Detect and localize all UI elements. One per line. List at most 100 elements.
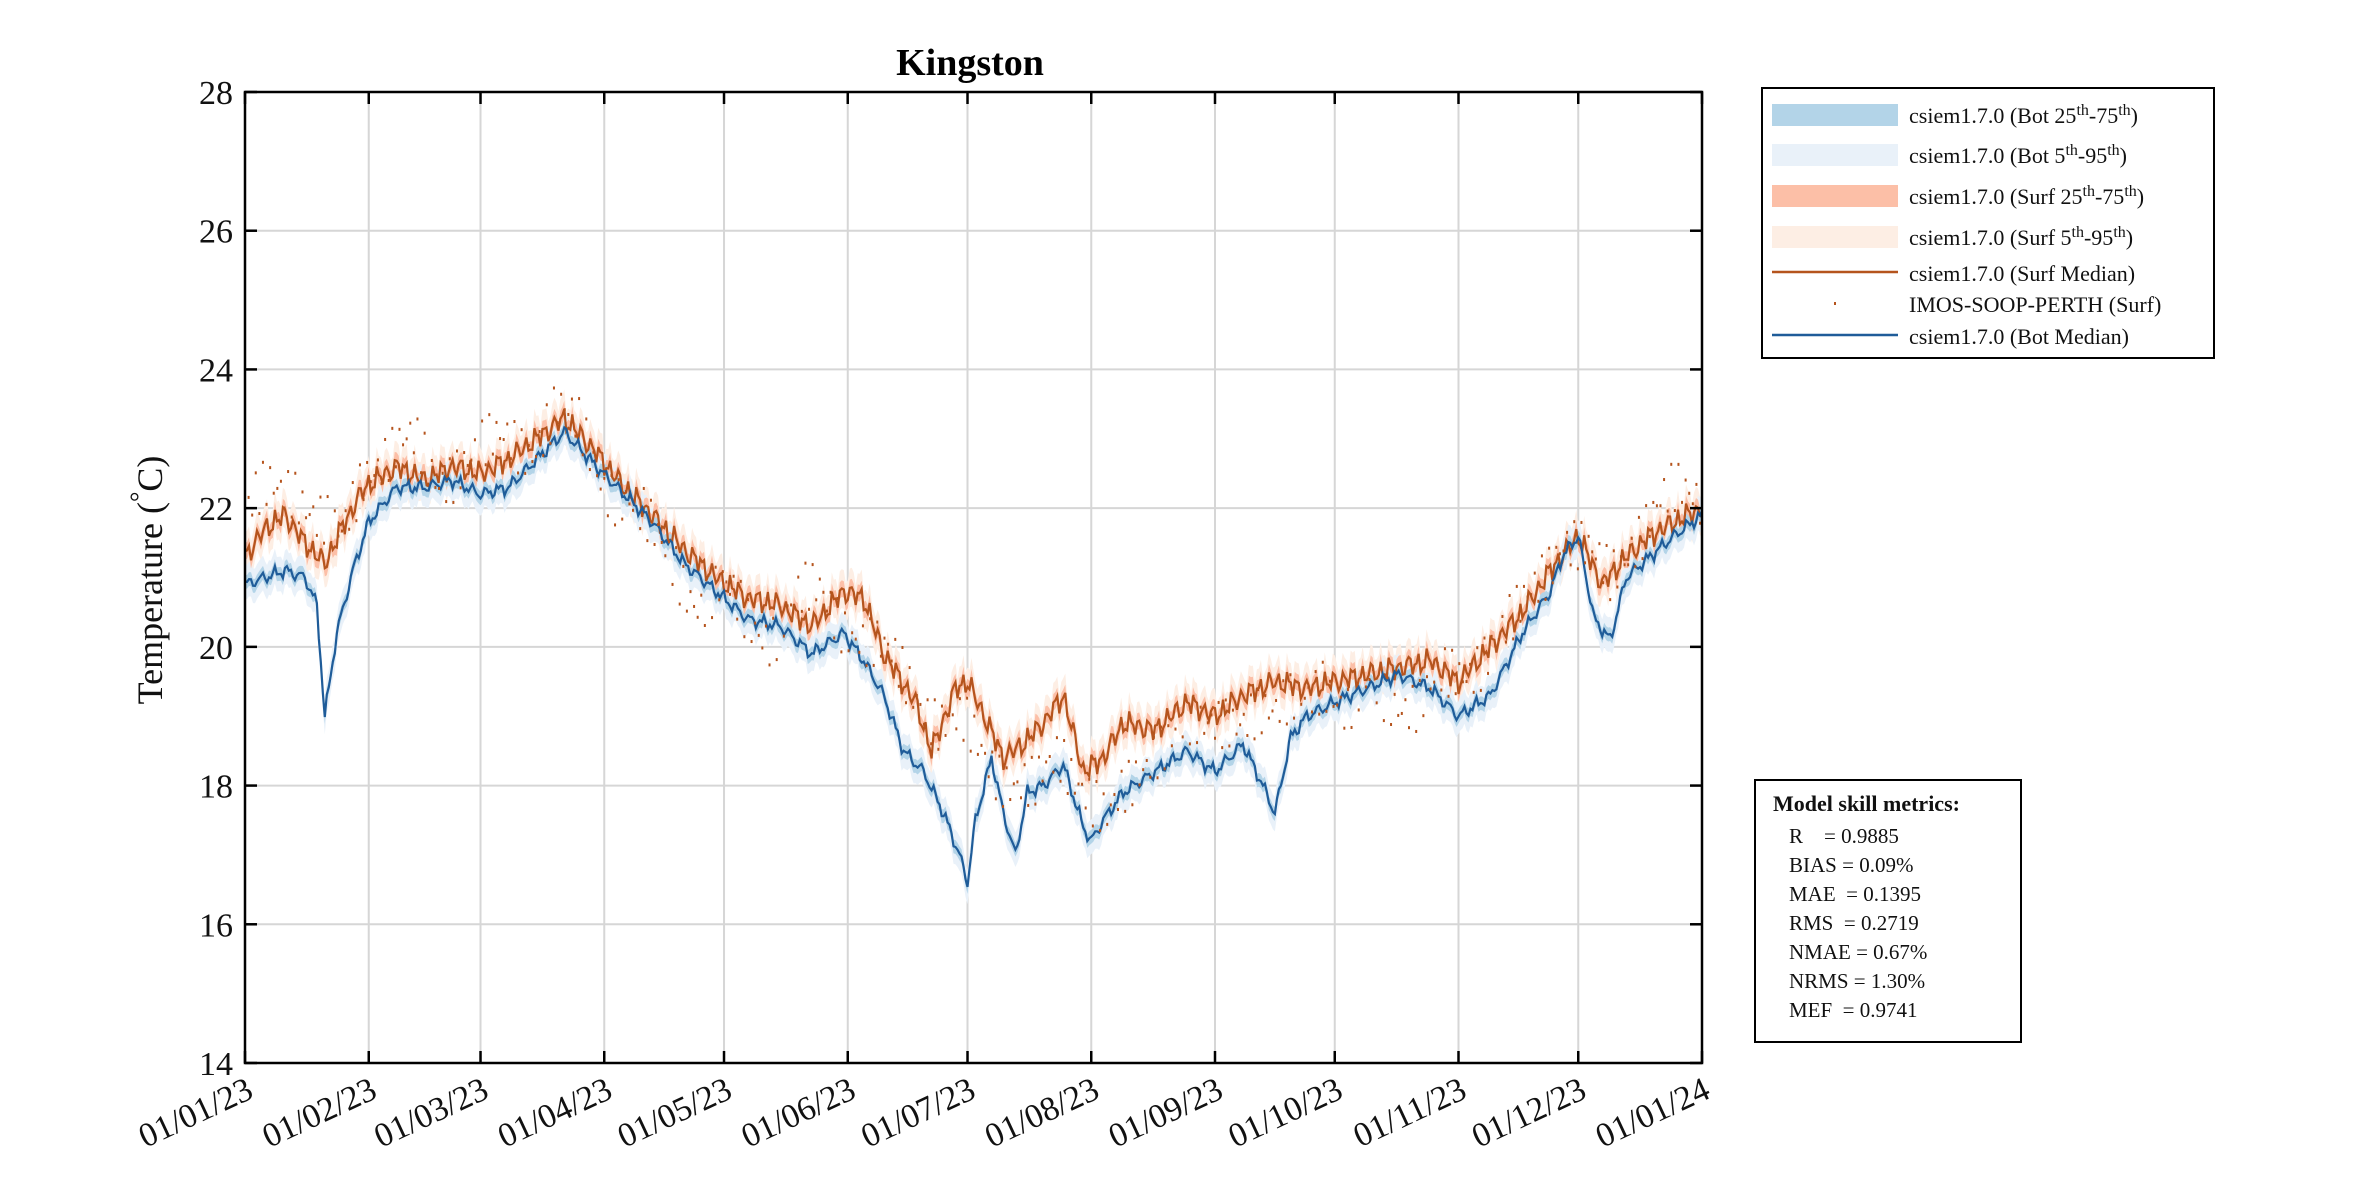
obs-point xyxy=(373,474,376,478)
obs-point xyxy=(621,517,624,521)
obs-point xyxy=(1569,563,1572,567)
obs-point xyxy=(1296,680,1299,684)
obs-point xyxy=(1508,594,1511,598)
obs-point xyxy=(1422,714,1425,718)
obs-point xyxy=(570,397,573,401)
obs-point xyxy=(1020,796,1023,800)
obs-point xyxy=(1052,770,1055,774)
obs-point xyxy=(301,490,304,494)
obs-point xyxy=(1533,571,1536,575)
obs-point xyxy=(696,615,699,619)
skill-metrics-title: Model skill metrics: xyxy=(1773,791,1960,816)
obs-point xyxy=(772,616,775,620)
obs-point xyxy=(937,747,940,751)
y-tick-label: 26 xyxy=(199,214,233,251)
legend-entry: csiem1.7.0 (Surf 5th-95th) xyxy=(1909,224,2133,251)
obs-point xyxy=(639,527,642,531)
obs-point xyxy=(703,623,706,627)
obs-point xyxy=(840,650,843,654)
obs-point xyxy=(1695,482,1698,486)
obs-point xyxy=(1425,675,1428,679)
obs-point xyxy=(1415,729,1418,733)
obs-point xyxy=(348,527,351,531)
obs-point xyxy=(667,540,670,544)
obs-point xyxy=(757,633,760,637)
y-axis-label-degree: ° xyxy=(125,492,154,502)
obs-point xyxy=(1127,759,1130,763)
legend-entry-text: -95 xyxy=(2084,225,2113,250)
legend-frame xyxy=(1761,87,2215,359)
legend-entry: IMOS-SOOP-PERTH (Surf) xyxy=(1909,292,2161,317)
obs-point xyxy=(416,417,419,421)
obs-point xyxy=(1034,802,1037,806)
obs-point xyxy=(287,470,290,474)
obs-point xyxy=(312,505,315,509)
obs-point xyxy=(847,649,850,653)
y-tick-label: 24 xyxy=(199,352,233,389)
obs-point xyxy=(1350,725,1353,729)
obs-point xyxy=(1307,685,1310,689)
obs-point xyxy=(423,431,426,435)
obs-point xyxy=(1077,782,1080,786)
obs-point xyxy=(1443,647,1446,651)
obs-point xyxy=(1530,593,1533,597)
obs-point xyxy=(624,490,627,494)
obs-point xyxy=(491,452,494,456)
obs-point xyxy=(1386,676,1389,680)
obs-point xyxy=(1440,688,1443,692)
obs-point xyxy=(1199,705,1202,709)
obs-point xyxy=(1677,462,1680,466)
obs-point xyxy=(405,437,408,441)
obs-point xyxy=(1278,719,1281,723)
obs-point xyxy=(549,441,552,445)
obs-point xyxy=(1461,680,1464,684)
x-tick-label: 01/11/23 xyxy=(1348,1071,1472,1155)
obs-point xyxy=(1688,491,1691,495)
obs-point xyxy=(1364,685,1367,689)
obs-point xyxy=(1016,780,1019,784)
obs-point xyxy=(836,597,839,601)
obs-point xyxy=(1285,722,1288,726)
obs-point xyxy=(1106,822,1109,826)
obs-point xyxy=(815,598,818,602)
obs-point xyxy=(290,515,293,519)
obs-point xyxy=(269,466,272,470)
obs-point xyxy=(384,437,387,441)
obs-point xyxy=(603,476,606,480)
obs-point xyxy=(912,705,915,709)
obs-point xyxy=(1375,701,1378,705)
obs-point xyxy=(1260,731,1263,735)
obs-point xyxy=(1540,554,1543,558)
legend-swatch xyxy=(1772,144,1898,166)
obs-point xyxy=(283,506,286,510)
obs-point xyxy=(1522,584,1525,588)
obs-point xyxy=(718,598,721,602)
obs-point xyxy=(333,509,336,513)
obs-point xyxy=(948,713,951,717)
obs-point xyxy=(657,522,660,526)
obs-point xyxy=(1170,744,1173,748)
obs-point xyxy=(1249,693,1252,697)
obs-point xyxy=(1512,637,1515,641)
obs-point xyxy=(1458,662,1461,666)
obs-point xyxy=(901,645,904,649)
obs-point xyxy=(434,485,437,489)
obs-point xyxy=(764,624,767,628)
obs-point xyxy=(305,516,308,520)
obs-point xyxy=(376,458,379,462)
obs-point xyxy=(1576,567,1579,571)
x-tick-label: 01/12/23 xyxy=(1466,1071,1591,1156)
skill-metrics-box: Model skill metrics: R = 0.9885 BIAS = 0.… xyxy=(1754,779,2022,1043)
obs-point xyxy=(1192,694,1195,698)
obs-point xyxy=(689,590,692,594)
obs-point xyxy=(700,593,703,597)
obs-point xyxy=(1181,735,1184,739)
skill-metric-line: RMS = 0.2719 xyxy=(1789,911,1919,935)
x-tick-label: 01/10/23 xyxy=(1223,1071,1348,1156)
obs-point xyxy=(829,590,832,594)
legend-entry-sup: th xyxy=(2076,102,2088,119)
x-tick-label: 01/08/23 xyxy=(979,1071,1104,1156)
obs-point xyxy=(538,430,541,434)
obs-point xyxy=(998,754,1001,758)
obs-point xyxy=(466,463,469,467)
